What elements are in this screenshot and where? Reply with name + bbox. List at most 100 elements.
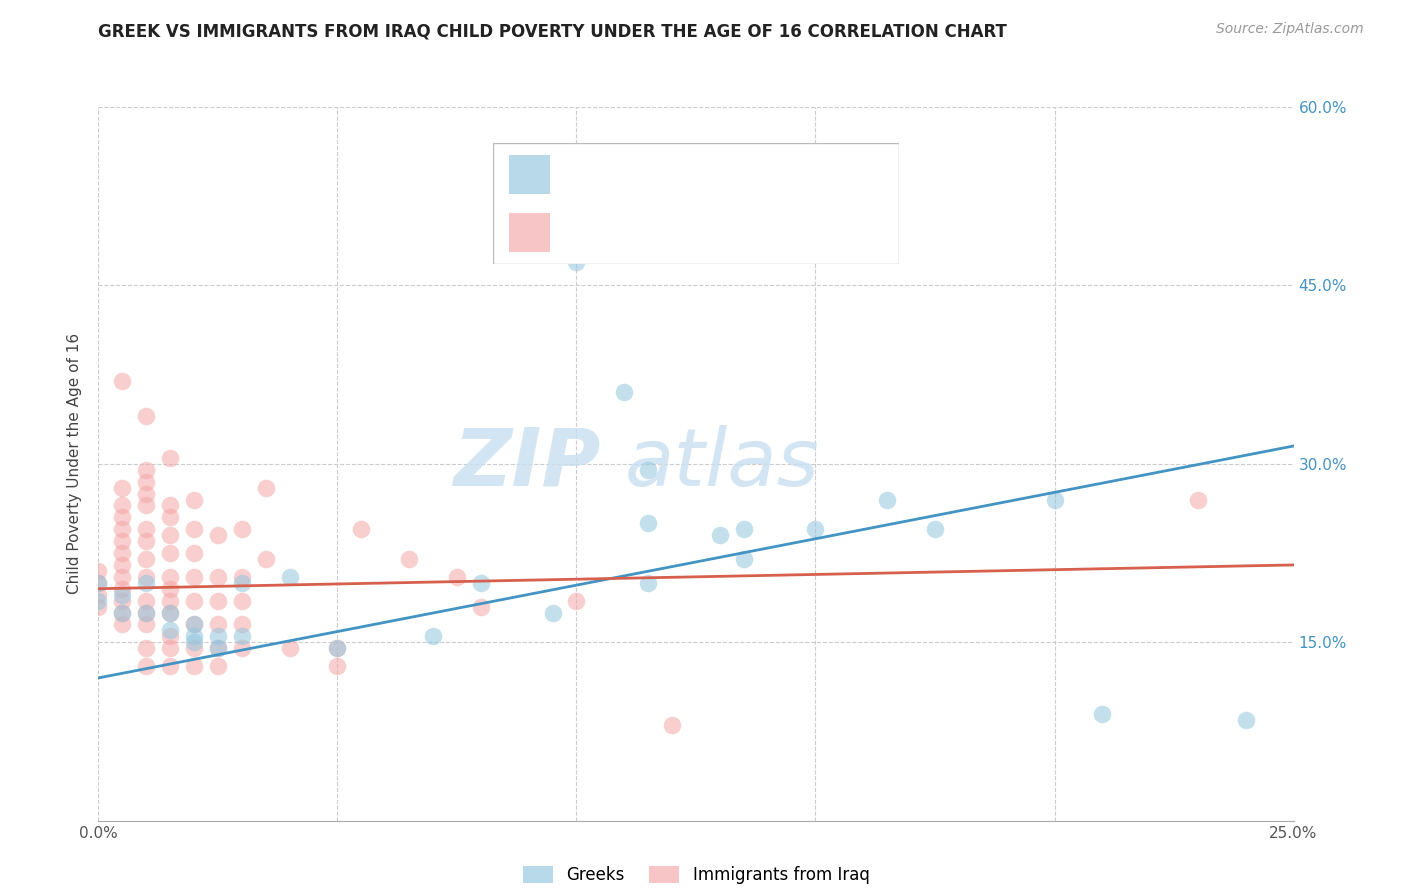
Point — [111, 617, 134, 632]
Point — [135, 463, 157, 477]
Point — [183, 570, 205, 584]
Point — [159, 629, 181, 643]
Point — [159, 499, 181, 513]
Point — [637, 575, 659, 590]
Point — [278, 570, 301, 584]
Point — [924, 522, 946, 536]
Point — [111, 593, 134, 607]
Point — [159, 593, 181, 607]
Point — [135, 606, 157, 620]
Point — [135, 641, 157, 656]
Point — [231, 617, 253, 632]
Point — [87, 575, 110, 590]
Point — [111, 510, 134, 524]
Point — [135, 593, 157, 607]
Point — [326, 641, 349, 656]
Point — [183, 629, 205, 643]
Point — [207, 617, 229, 632]
Point — [87, 599, 110, 614]
Point — [159, 624, 181, 638]
Point — [278, 641, 301, 656]
Point — [207, 629, 229, 643]
Point — [446, 570, 468, 584]
Point — [183, 546, 205, 560]
Point — [231, 629, 253, 643]
Point — [398, 552, 420, 566]
Point — [183, 522, 205, 536]
Point — [1187, 492, 1209, 507]
Y-axis label: Child Poverty Under the Age of 16: Child Poverty Under the Age of 16 — [67, 334, 83, 594]
Point — [135, 659, 157, 673]
Point — [159, 570, 181, 584]
Point — [135, 409, 157, 424]
Point — [183, 635, 205, 649]
Text: atlas: atlas — [624, 425, 820, 503]
Point — [183, 659, 205, 673]
Point — [135, 486, 157, 500]
Point — [876, 492, 898, 507]
Point — [111, 570, 134, 584]
Point — [111, 499, 134, 513]
Text: GREEK VS IMMIGRANTS FROM IRAQ CHILD POVERTY UNDER THE AGE OF 16 CORRELATION CHAR: GREEK VS IMMIGRANTS FROM IRAQ CHILD POVE… — [98, 22, 1007, 40]
Point — [159, 582, 181, 596]
Point — [159, 510, 181, 524]
Point — [87, 593, 110, 607]
Point — [159, 606, 181, 620]
Point — [804, 522, 827, 536]
Point — [733, 522, 755, 536]
Point — [207, 641, 229, 656]
Point — [111, 534, 134, 549]
Point — [183, 641, 205, 656]
Point — [111, 582, 134, 596]
Point — [135, 475, 157, 489]
Point — [135, 617, 157, 632]
Point — [231, 593, 253, 607]
Point — [470, 599, 492, 614]
Point — [1091, 706, 1114, 721]
Point — [183, 593, 205, 607]
Point — [541, 606, 564, 620]
Point — [231, 641, 253, 656]
Point — [254, 552, 277, 566]
Point — [135, 499, 157, 513]
Point — [87, 588, 110, 602]
Point — [207, 570, 229, 584]
Point — [159, 659, 181, 673]
Point — [637, 463, 659, 477]
Point — [135, 606, 157, 620]
Point — [87, 564, 110, 578]
Point — [159, 450, 181, 465]
Point — [1234, 713, 1257, 727]
Point — [565, 593, 588, 607]
Point — [183, 617, 205, 632]
Point — [135, 522, 157, 536]
Point — [637, 516, 659, 531]
Point — [135, 570, 157, 584]
Point — [111, 558, 134, 572]
Point — [350, 522, 373, 536]
Point — [135, 552, 157, 566]
Point — [661, 718, 683, 732]
Point — [207, 641, 229, 656]
Point — [733, 552, 755, 566]
Point — [111, 374, 134, 388]
Point — [565, 195, 588, 210]
Point — [231, 522, 253, 536]
Point — [231, 570, 253, 584]
Point — [111, 546, 134, 560]
Point — [111, 606, 134, 620]
Point — [326, 659, 349, 673]
Point — [183, 492, 205, 507]
Legend: Greeks, Immigrants from Iraq: Greeks, Immigrants from Iraq — [516, 859, 876, 891]
Point — [207, 593, 229, 607]
Point — [159, 606, 181, 620]
Point — [111, 522, 134, 536]
Point — [111, 606, 134, 620]
Point — [1043, 492, 1066, 507]
Point — [87, 575, 110, 590]
Point — [470, 575, 492, 590]
Point — [207, 659, 229, 673]
Point — [207, 528, 229, 542]
Text: Source: ZipAtlas.com: Source: ZipAtlas.com — [1216, 22, 1364, 37]
Point — [709, 528, 731, 542]
